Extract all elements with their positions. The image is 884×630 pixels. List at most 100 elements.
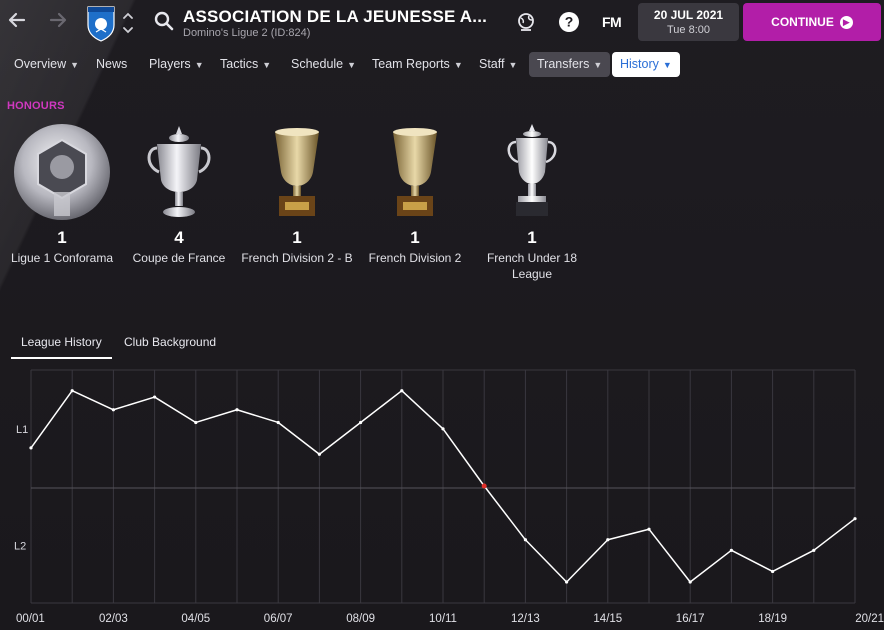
club-switcher-arrows[interactable] (122, 9, 134, 37)
chevron-down-icon: ▼ (593, 60, 603, 70)
x-tick-label: 14/15 (593, 613, 622, 625)
tab-history[interactable]: History ▼ (612, 52, 680, 77)
honour-item[interactable]: 1 French Division 2 - B (237, 120, 357, 266)
current-time: Tue 8:00 (666, 24, 710, 36)
data-point (688, 580, 692, 584)
honour-name: Ligue 1 Conforama (10, 251, 114, 265)
tab-overview[interactable]: Overview ▼ (6, 52, 87, 77)
arrow-left-icon[interactable] (6, 10, 28, 34)
x-tick-label: 12/13 (511, 613, 540, 625)
tab-transfers[interactable]: Transfers ▼ (529, 52, 611, 77)
subtab-league-history[interactable]: League History (11, 335, 112, 359)
y-axis-label: L2 (14, 541, 26, 553)
honour-count: 1 (410, 228, 420, 247)
league-history-chart: L1 L2 00/01 02/03 04/05 06/07 08/09 10/11 12/13 1… (0, 366, 884, 630)
league-history-chart-svg: L1 L2 00/01 02/03 04/05 06/07 08/09 10/11 12/13 1… (14, 369, 884, 625)
tab-team-reports[interactable]: Team Reports ▼ (364, 52, 471, 77)
honour-count: 1 (292, 228, 302, 247)
gold-cup-trophy-icon (237, 120, 357, 224)
y-axis-label: L1 (16, 424, 28, 436)
gold-cup-trophy-icon (355, 120, 475, 224)
continue-button[interactable]: CONTINUE ▶ (743, 3, 881, 41)
data-point (276, 420, 280, 425)
tab-label: Tactics (220, 57, 259, 71)
honour-name: French Division 2 - B (241, 251, 353, 265)
honour-name: French Division 2 (368, 251, 462, 265)
tab-label: History (620, 57, 659, 71)
under18-trophy-icon (472, 120, 592, 224)
chevron-down-icon: ▼ (70, 60, 80, 70)
data-point (441, 427, 445, 431)
honour-item[interactable]: 1 French Under 18 League (472, 120, 592, 282)
tab-label: Schedule (291, 57, 344, 71)
honour-name: Coupe de France (132, 251, 226, 265)
data-point (317, 452, 321, 456)
tab-players[interactable]: Players ▼ (141, 52, 212, 77)
chevron-down-icon: ▼ (662, 60, 672, 70)
relegation-point (481, 483, 487, 489)
data-point (70, 389, 74, 393)
help-icon[interactable]: ? (558, 11, 580, 33)
x-tick-label: 20/21 (855, 613, 884, 625)
tab-staff[interactable]: Staff ▼ (471, 52, 525, 77)
x-tick-label: 04/05 (181, 613, 210, 625)
tab-label: Team Reports (372, 57, 450, 71)
x-tick-label: 06/07 (264, 613, 293, 625)
x-tick-label: 08/09 (346, 613, 375, 625)
club-league-subtitle: Domino's Ligue 2 (ID:824) (183, 27, 311, 39)
x-tick-label: 00/01 (16, 613, 45, 625)
subtab-club-background[interactable]: Club Background (124, 335, 217, 349)
coupe-de-france-trophy-icon (119, 120, 239, 224)
tab-label: Staff (479, 57, 505, 71)
honour-name: French Under 18 League (486, 251, 578, 281)
honour-item[interactable]: 4 Coupe de France (119, 120, 239, 266)
data-point (29, 446, 33, 450)
data-point (111, 408, 115, 412)
data-point (235, 408, 239, 412)
x-tick-label: 10/11 (429, 613, 457, 625)
club-tab-bar: Overview ▼ News Players ▼ Tactics ▼ Schedul… (0, 52, 884, 78)
arrow-right-icon[interactable] (47, 10, 69, 34)
honour-count: 1 (527, 228, 537, 247)
fm-logo[interactable]: FM (602, 14, 622, 30)
data-point (606, 538, 610, 542)
data-point (729, 548, 734, 552)
chevron-down-icon: ▼ (347, 60, 357, 70)
data-point (153, 395, 157, 399)
tab-news[interactable]: News (88, 52, 135, 77)
continue-label: CONTINUE (771, 15, 834, 29)
chevron-right-circle-icon: ▶ (839, 15, 853, 29)
data-point (400, 389, 404, 393)
chevron-down-icon: ▼ (508, 60, 518, 70)
search-icon[interactable] (153, 10, 175, 32)
x-tick-label: 16/17 (676, 613, 705, 625)
honour-count: 1 (57, 228, 67, 247)
chevron-down-icon: ▼ (262, 60, 272, 70)
data-point (812, 548, 816, 552)
data-point (359, 420, 363, 425)
data-point (647, 527, 651, 531)
current-date: 20 JUL 2021 (653, 8, 724, 22)
date-display[interactable]: 20 JUL 2021 Tue 8:00 (638, 3, 739, 41)
tab-schedule[interactable]: Schedule ▼ (283, 52, 364, 77)
ligue1-trophy-icon (2, 120, 122, 224)
tab-tactics[interactable]: Tactics ▼ (212, 52, 279, 77)
data-point (853, 517, 857, 521)
honour-item[interactable]: 1 Ligue 1 Conforama (2, 120, 122, 266)
tab-label: News (96, 57, 128, 71)
honours-heading: HONOURS (7, 100, 65, 112)
chevron-down-icon: ▼ (453, 60, 463, 70)
data-point (771, 569, 775, 574)
tab-label: Players (149, 57, 191, 71)
globe-icon[interactable] (515, 11, 537, 33)
data-point (565, 580, 569, 584)
top-bar: ASSOCIATION DE LA JEUNESSE A... Domino's… (0, 0, 884, 46)
honour-item[interactable]: 1 French Division 2 (355, 120, 475, 266)
tab-label: Transfers (537, 57, 590, 71)
chevron-down-icon: ▼ (194, 60, 204, 70)
club-crest-icon[interactable] (86, 4, 116, 42)
data-point (194, 420, 198, 425)
svg-text:?: ? (565, 14, 574, 30)
